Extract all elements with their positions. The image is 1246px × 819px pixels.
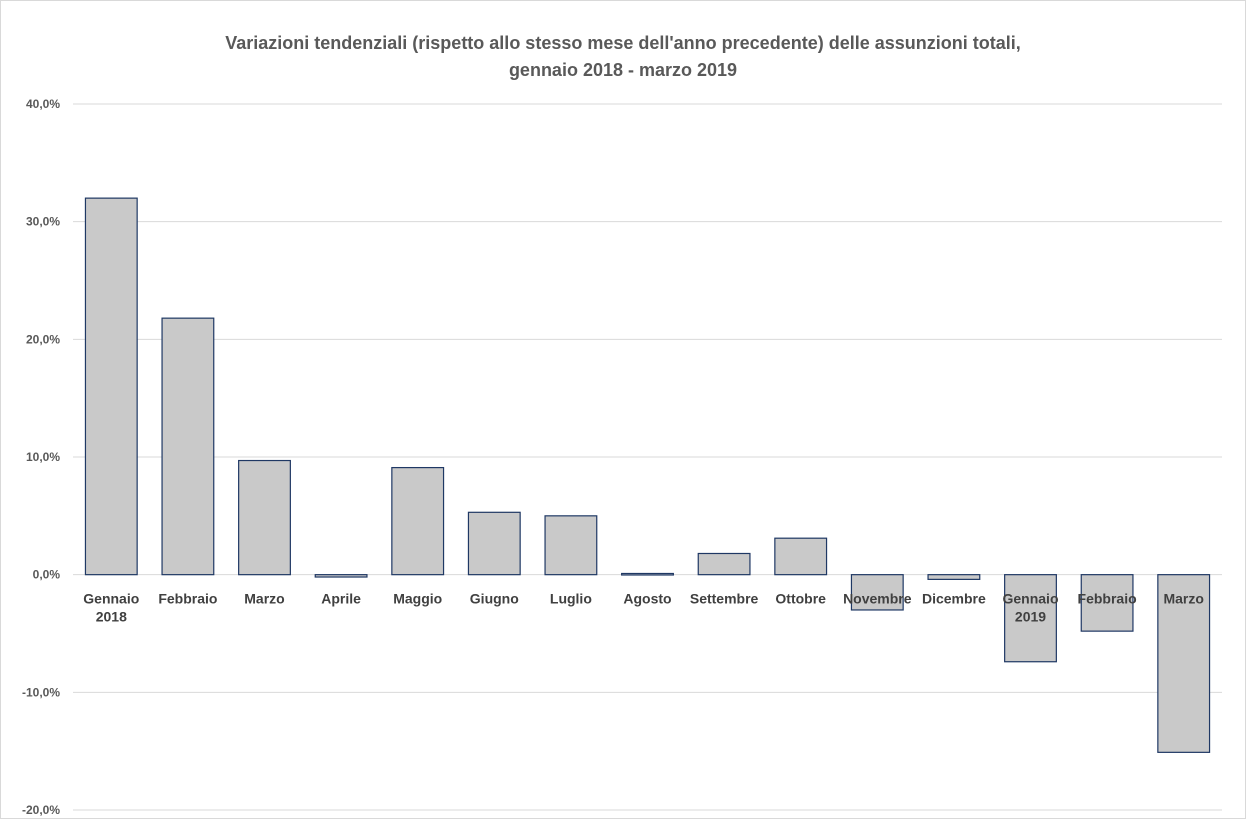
x-category-label: Luglio [550, 591, 592, 607]
y-tick-label: 40,0% [26, 97, 60, 111]
y-tick-label: 10,0% [26, 450, 60, 464]
x-category-label: Marzo [1163, 591, 1203, 607]
y-tick-label: -20,0% [22, 803, 60, 817]
x-axis-categories: Gennaio 2018 Febbraio Marzo Aprile Maggio Giug… [83, 591, 1204, 625]
x-category-label: Settembre [690, 591, 759, 607]
y-tick-label: -10,0% [22, 685, 60, 699]
x-category-label: Aprile [321, 591, 361, 607]
x-category-label: Novembre [843, 591, 912, 607]
chart-title-line1: Variazioni tendenziali (rispetto allo st… [225, 33, 1021, 53]
x-category-label: Gennaio 2018 [83, 591, 139, 625]
x-category-label: Dicembre [922, 591, 986, 607]
y-tick-label: 20,0% [26, 332, 60, 346]
x-category-label: Giugno [470, 591, 519, 607]
gridlines [73, 103, 1222, 811]
bar [467, 511, 521, 576]
y-axis-ticks: 40,0% 30,0% 20,0% 10,0% 0,0% -10,0% -20,0% [22, 97, 60, 817]
chart-title-line2: gennaio 2018 - marzo 2019 [508, 60, 738, 80]
bar [1080, 574, 1134, 632]
bar [697, 552, 751, 576]
y-tick-label: 0,0% [33, 568, 61, 582]
chart-title: Variazioni tendenziali (rispetto allo st… [0, 30, 1246, 84]
bar [238, 459, 291, 576]
bar [544, 515, 598, 576]
bar [774, 537, 828, 576]
x-category-label: Maggio [393, 591, 442, 607]
x-category-label: Gennaio 2019 [1002, 591, 1058, 625]
bar [314, 574, 368, 578]
bar [84, 197, 138, 576]
bars [84, 197, 1211, 753]
x-category-label: Ottobre [775, 591, 826, 607]
bar [621, 572, 674, 576]
bar [161, 317, 215, 576]
y-tick-label: 30,0% [26, 215, 60, 229]
x-category-label: Febbraio [158, 591, 217, 607]
x-category-label: Marzo [244, 591, 284, 607]
bar [927, 574, 981, 580]
bar [850, 574, 904, 611]
bar [391, 466, 445, 576]
bar [1004, 574, 1057, 663]
bar [1157, 574, 1211, 753]
x-category-label: Febbraio [1078, 591, 1137, 607]
x-category-label: Agosto [623, 591, 671, 607]
